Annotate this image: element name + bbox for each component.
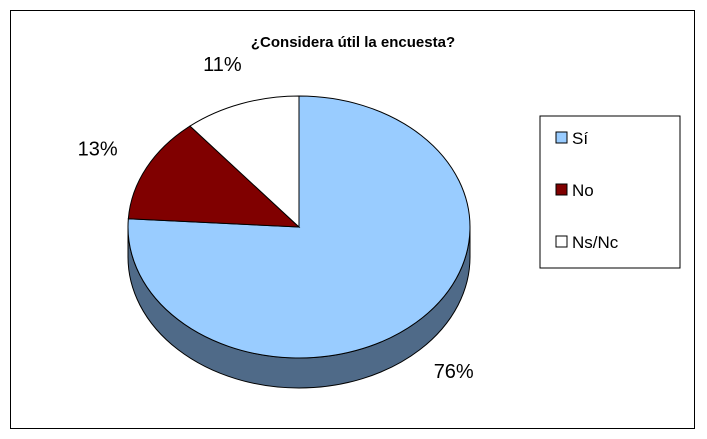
legend: Sí No Ns/Nc: [539, 115, 681, 269]
data-label-1: 76%: [434, 361, 474, 383]
pie-slice-2: [127, 125, 301, 228]
data-label-2: 13%: [78, 138, 118, 160]
chart-title: ¿Considera útil la encuesta?: [251, 34, 455, 51]
legend-swatch-1: [555, 131, 568, 144]
pie-layer: [127, 95, 471, 389]
legend-label-1: Sí: [572, 129, 588, 148]
legend-label-2: No: [572, 181, 594, 200]
legend-swatch-3: [555, 235, 568, 248]
legend-label-3: Ns/Nc: [572, 233, 619, 252]
pie-slice-3: [189, 95, 300, 229]
data-labels: 76% 13% 11%: [78, 54, 474, 383]
data-label-3: 11%: [203, 54, 242, 76]
pie-slice-1: [127, 95, 471, 359]
legend-swatch-2: [555, 183, 568, 196]
